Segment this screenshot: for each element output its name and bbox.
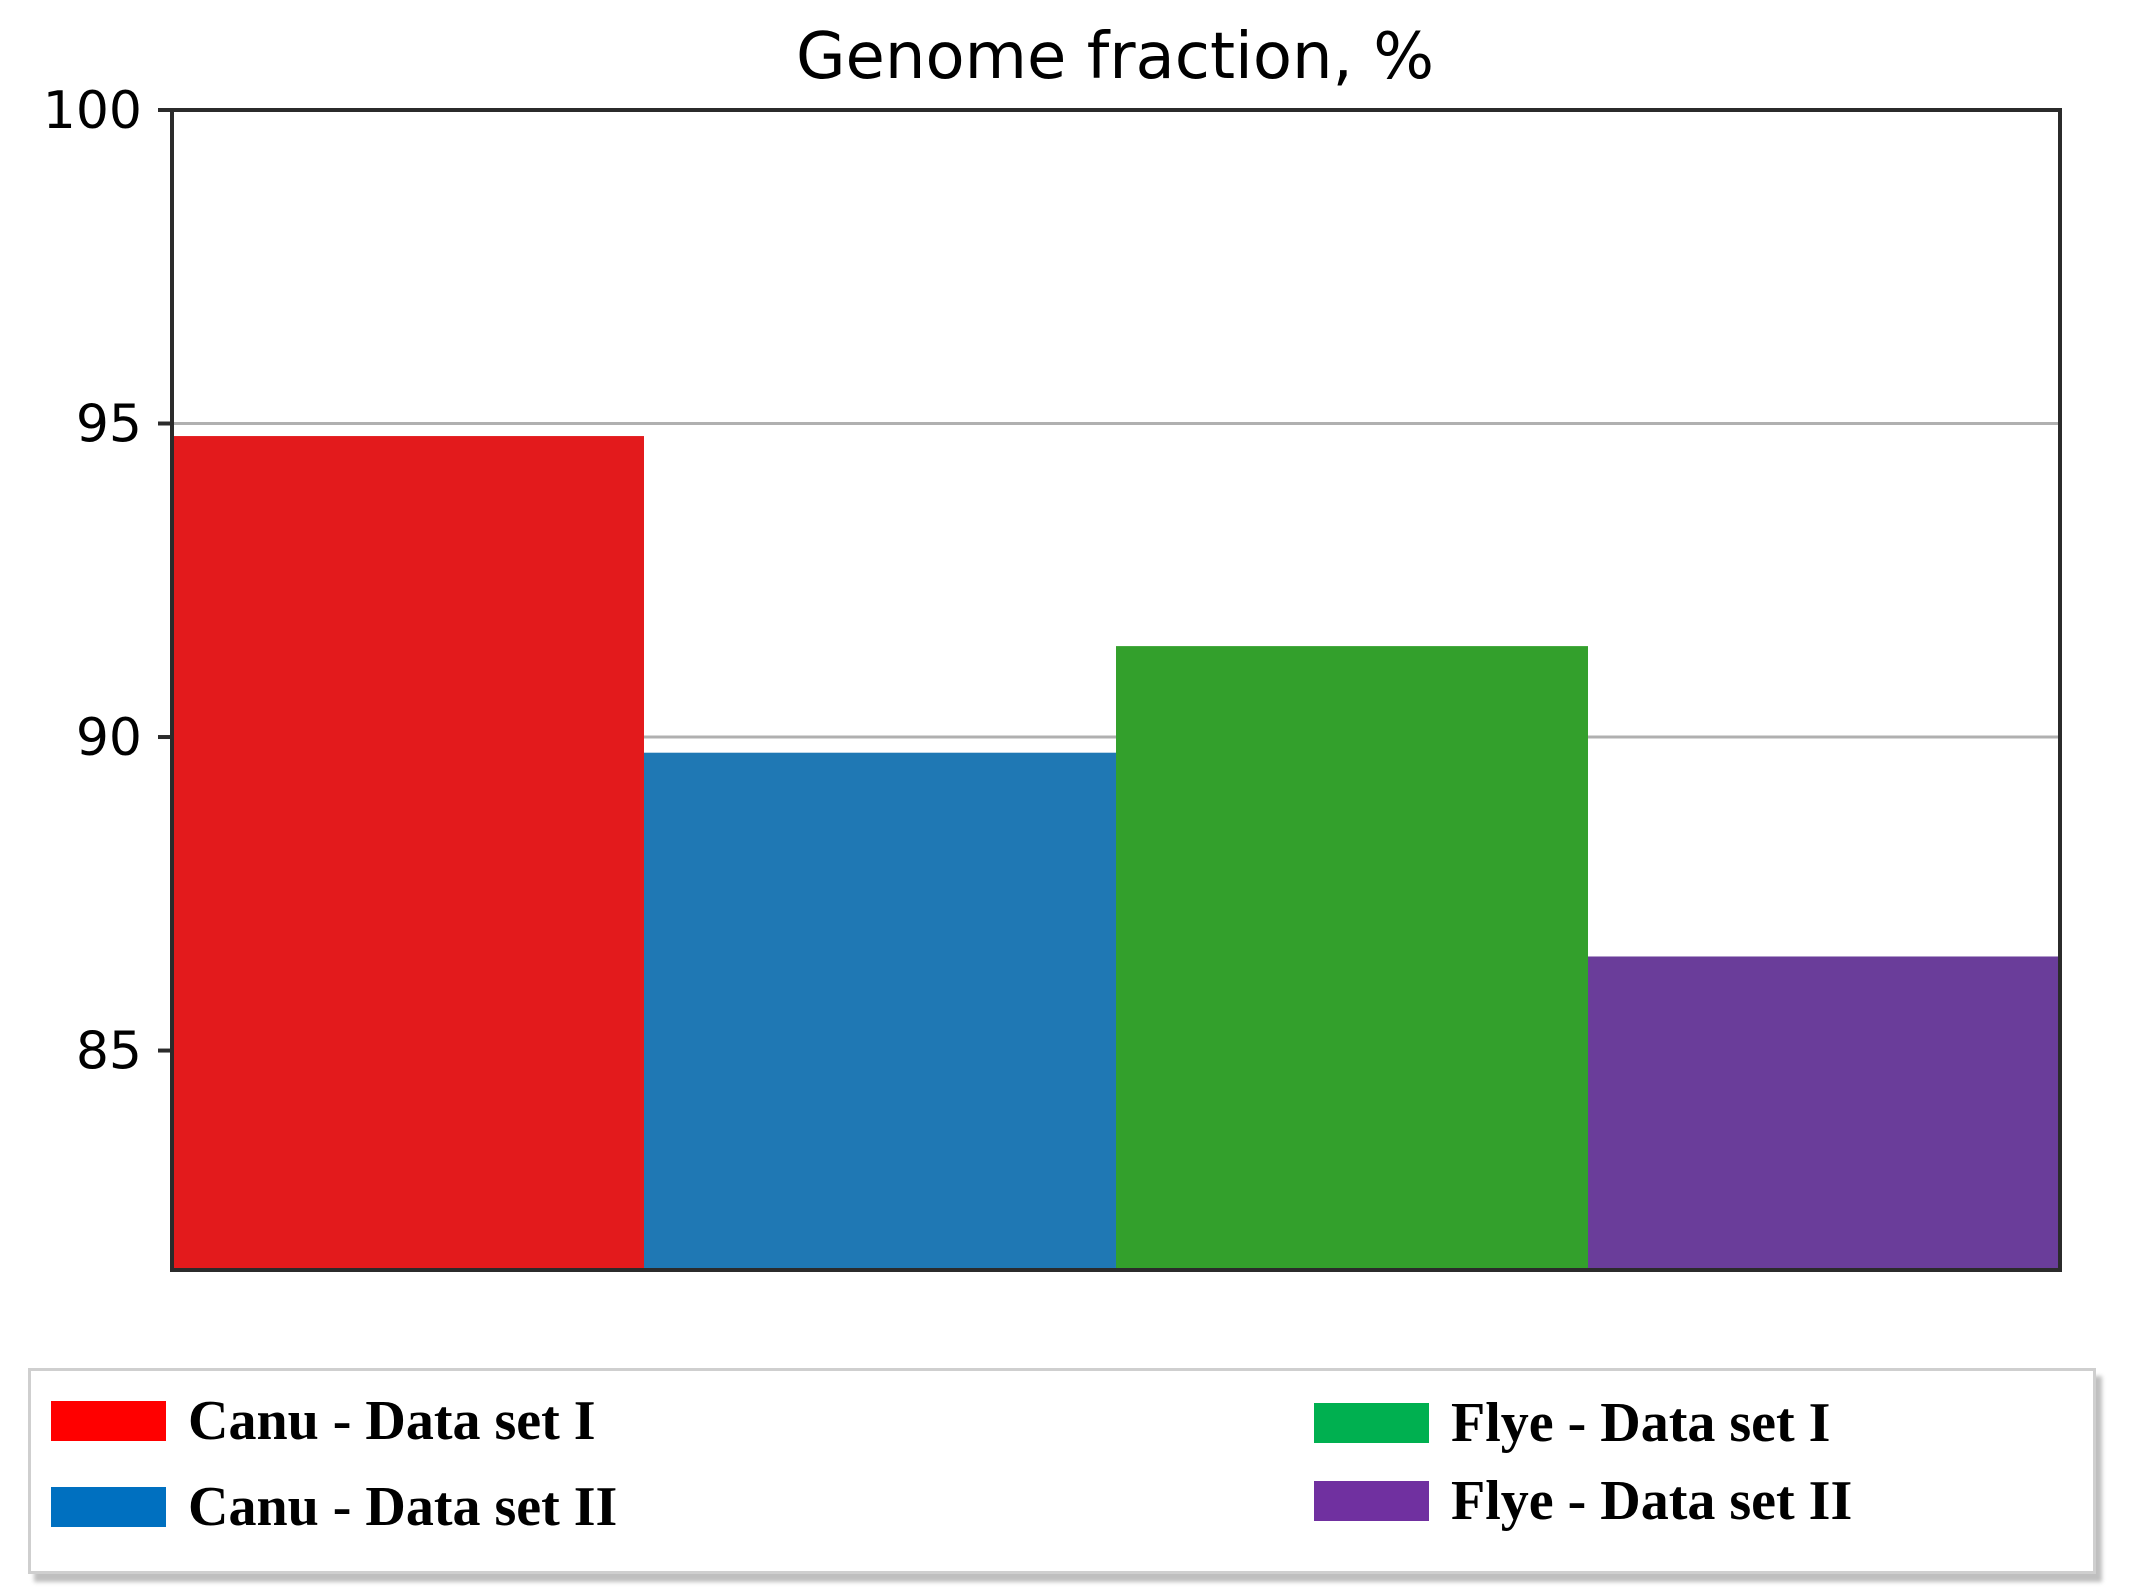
legend-item-flye-set-i: Flye - Data set I [1314,1391,1830,1455]
legend-item-canu-set-ii: Canu - Data set II [51,1475,617,1539]
legend-swatch-flye-set-i [1314,1403,1429,1443]
bars [172,436,2060,1270]
y-tick-label-90: 90 [76,708,142,768]
legend-item-canu-set-i: Canu - Data set I [51,1389,596,1453]
bar-flye-data-set-ii [1588,956,2060,1270]
legend-label-flye-set-ii: Flye - Data set II [1451,1470,1853,1532]
legend-label-flye-set-i: Flye - Data set I [1451,1392,1831,1454]
legend-label-canu-set-ii: Canu - Data set II [188,1476,618,1538]
bar-flye-data-set-i [1116,646,1588,1270]
legend-label-canu-set-i: Canu - Data set I [188,1390,596,1452]
legend-swatch-canu-set-i [51,1401,166,1441]
chart-title: Genome fraction, % [796,20,1434,94]
plot-frame [170,108,2062,1272]
bar-canu-data-set-i [172,436,644,1270]
legend-item-flye-set-ii: Flye - Data set II [1314,1469,1852,1533]
bar-canu-data-set-ii [644,752,1116,1270]
y-tick-label-85: 85 [76,1022,142,1082]
y-tick-label-95: 95 [76,395,142,455]
legend-swatch-flye-set-ii [1314,1481,1429,1521]
y-tick-label-100: 100 [43,81,142,141]
y-axis: 85 90 95 100 [43,81,172,1082]
legend: Canu - Data set I Canu - Data set II Fly… [28,1368,2096,1574]
bar-chart: Genome fraction, % 85 90 95 100 [43,20,2062,1272]
legend-swatch-canu-set-ii [51,1487,166,1527]
